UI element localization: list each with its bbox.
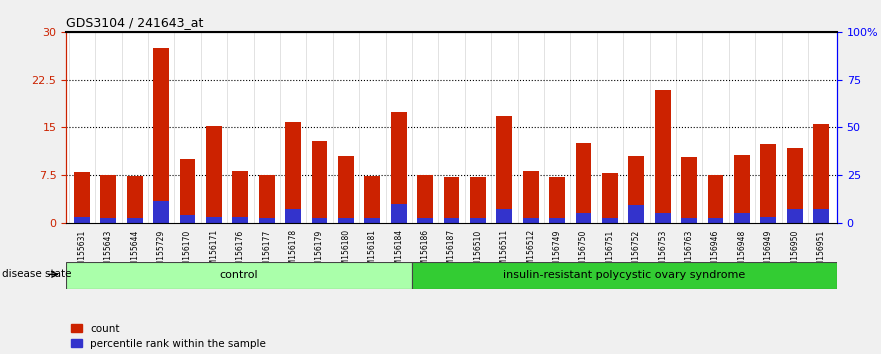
Bar [127, 218, 143, 223]
Bar [549, 177, 565, 223]
Bar [418, 175, 433, 223]
Bar [206, 217, 222, 223]
Bar [259, 175, 275, 223]
Bar [813, 209, 829, 223]
Bar [180, 159, 196, 223]
Bar [338, 156, 354, 223]
Bar [127, 176, 143, 223]
Bar [787, 209, 803, 223]
Bar [681, 218, 697, 223]
Bar [285, 122, 301, 223]
Bar [602, 173, 618, 223]
Bar [100, 218, 116, 223]
Bar [575, 143, 591, 223]
Bar [707, 218, 723, 223]
Bar [522, 218, 538, 223]
Bar [365, 176, 381, 223]
Bar [628, 205, 644, 223]
Bar [391, 112, 407, 223]
Bar [285, 209, 301, 223]
Bar [602, 218, 618, 223]
Bar [233, 171, 248, 223]
Bar [496, 116, 512, 223]
Bar [233, 217, 248, 223]
Bar [180, 215, 196, 223]
Bar [100, 175, 116, 223]
Bar [391, 204, 407, 223]
Bar [813, 124, 829, 223]
Bar [153, 48, 169, 223]
Bar [496, 209, 512, 223]
Text: control: control [219, 270, 258, 280]
Bar [760, 144, 776, 223]
Bar [787, 148, 803, 223]
Bar [418, 218, 433, 223]
Bar [628, 156, 644, 223]
Bar [411, 262, 837, 289]
Text: GDS3104 / 241643_at: GDS3104 / 241643_at [66, 16, 204, 29]
Bar [365, 218, 381, 223]
Text: disease state: disease state [2, 269, 71, 279]
Bar [734, 213, 750, 223]
Bar [66, 262, 411, 289]
Bar [522, 171, 538, 223]
Bar [470, 218, 485, 223]
Bar [707, 175, 723, 223]
Bar [259, 218, 275, 223]
Bar [655, 213, 670, 223]
Bar [153, 201, 169, 223]
Text: insulin-resistant polycystic ovary syndrome: insulin-resistant polycystic ovary syndr… [503, 270, 745, 280]
Bar [655, 91, 670, 223]
Legend: count, percentile rank within the sample: count, percentile rank within the sample [71, 324, 266, 349]
Bar [760, 217, 776, 223]
Bar [338, 218, 354, 223]
Bar [206, 126, 222, 223]
Bar [74, 217, 90, 223]
Bar [312, 218, 328, 223]
Bar [734, 155, 750, 223]
Bar [470, 177, 485, 223]
Bar [312, 142, 328, 223]
Bar [575, 213, 591, 223]
Bar [549, 218, 565, 223]
Bar [681, 157, 697, 223]
Bar [444, 218, 459, 223]
Bar [444, 177, 459, 223]
Bar [74, 172, 90, 223]
